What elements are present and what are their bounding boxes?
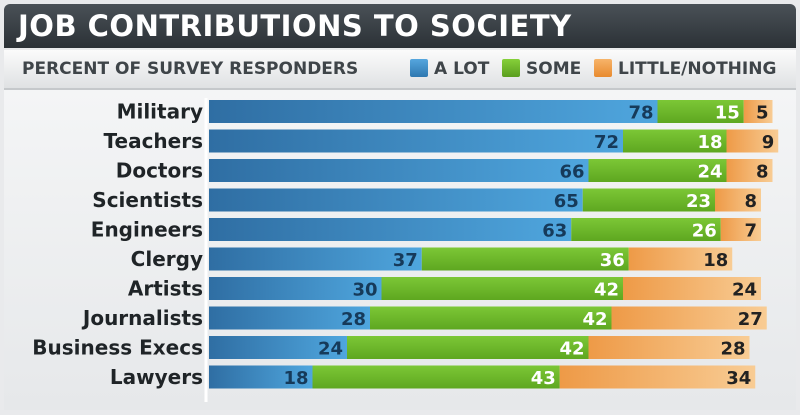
value-label-doctors-little-nothing: 8 [756,162,769,183]
bar-lawyers-a-lot [209,365,313,389]
category-label-business-execs: Business Execs [32,336,203,360]
category-label-journalists: Journalists [81,306,203,330]
bar-engineers-some [571,218,721,241]
value-label-teachers-little-nothing: 9 [762,132,775,153]
value-label-engineers-little-nothing: 7 [744,221,757,242]
value-label-business-execs-some: 42 [559,339,584,360]
value-label-military-a-lot: 78 [628,103,653,124]
legend-label-some: SOME [526,59,582,79]
bar-scientists-little-nothing [715,188,761,212]
value-label-military-some: 15 [715,103,740,124]
bar-journalists-a-lot [209,306,370,330]
legend-label-a-lot: A LOT [434,59,490,79]
bar-scientists-a-lot [209,188,583,212]
legend-item-little-nothing: LITTLE/NOTHING [594,59,776,79]
chart-area: Military 78 15 5 Teachers 72 18 9 Doctors 66 24 8 Sc… [4,90,796,410]
bar-engineers-a-lot [209,218,572,241]
bar-engineers-little-nothing [720,218,761,241]
legend-swatch-a-lot [410,59,428,77]
chart-subtitle: PERCENT OF SURVEY RESPONDERS [22,59,359,79]
bar-military-little-nothing [743,100,773,123]
value-label-scientists-a-lot: 65 [554,191,579,212]
bar-doctors-a-lot [209,159,589,182]
bar-doctors-some [588,159,727,182]
legend-swatch-little-nothing [594,59,612,77]
title-bar: JOB CONTRIBUTIONS TO SOCIETY [4,4,796,48]
value-label-engineers-a-lot: 63 [542,221,567,242]
value-label-military-little-nothing: 5 [756,103,769,124]
category-label-teachers: Teachers [104,129,203,153]
value-label-artists-a-lot: 30 [352,280,377,301]
value-label-clergy-some: 36 [600,250,625,271]
bar-lawyers-little-nothing [559,365,756,389]
category-label-artists: Artists [128,277,203,301]
bar-business-execs-some [347,336,589,359]
legend-swatch-some [502,59,520,77]
value-label-clergy-a-lot: 37 [393,250,418,271]
value-label-business-execs-a-lot: 24 [318,339,343,360]
value-label-doctors-a-lot: 66 [559,162,584,183]
value-label-scientists-little-nothing: 8 [744,191,757,212]
value-label-artists-little-nothing: 24 [732,280,757,301]
value-label-lawyers-a-lot: 18 [283,368,308,389]
legend-item-a-lot: A LOT [410,59,489,79]
bar-doctors-little-nothing [726,159,773,182]
bar-journalists-some [370,306,612,330]
value-label-doctors-some: 24 [697,162,722,183]
chart-title: JOB CONTRIBUTIONS TO SOCIETY [18,9,572,43]
value-label-lawyers-little-nothing: 34 [726,368,751,389]
bar-artists-some [381,277,623,300]
bar-journalists-little-nothing [611,306,767,330]
category-label-lawyers: Lawyers [110,365,203,389]
value-label-engineers-some: 26 [692,221,717,242]
category-label-engineers: Engineers [91,218,203,242]
value-label-journalists-some: 42 [582,309,607,330]
value-label-teachers-some: 18 [697,132,722,153]
value-label-journalists-little-nothing: 27 [738,309,763,330]
bar-teachers-little-nothing [726,129,779,153]
bar-clergy-some [421,247,629,271]
bar-clergy-a-lot [209,247,422,271]
bar-artists-a-lot [209,277,382,300]
bar-lawyers-some [312,365,560,389]
bar-scientists-some [582,188,715,212]
category-label-scientists: Scientists [92,188,203,212]
category-label-military: Military [117,100,203,124]
value-label-teachers-a-lot: 72 [594,132,619,153]
value-label-business-execs-little-nothing: 28 [720,339,745,360]
bar-teachers-some [623,129,727,153]
value-label-clergy-little-nothing: 18 [703,250,728,271]
value-label-journalists-a-lot: 28 [341,309,366,330]
bar-teachers-a-lot [209,129,623,153]
legend-item-some: SOME [502,59,581,79]
value-label-artists-some: 42 [594,280,619,301]
value-label-lawyers-some: 43 [531,368,556,389]
category-label-clergy: Clergy [131,247,203,271]
bar-business-execs-a-lot [209,336,347,359]
bar-military-a-lot [209,100,658,123]
category-label-doctors: Doctors [116,159,203,183]
value-label-scientists-some: 23 [686,191,711,212]
legend-label-little-nothing: LITTLE/NOTHING [618,59,777,79]
bar-business-execs-little-nothing [588,336,750,359]
bar-artists-little-nothing [623,277,761,300]
bar-clergy-little-nothing [628,247,733,271]
legend-bar: PERCENT OF SURVEY RESPONDERS A LOT SOME … [4,50,796,90]
bar-military-some [657,100,744,123]
